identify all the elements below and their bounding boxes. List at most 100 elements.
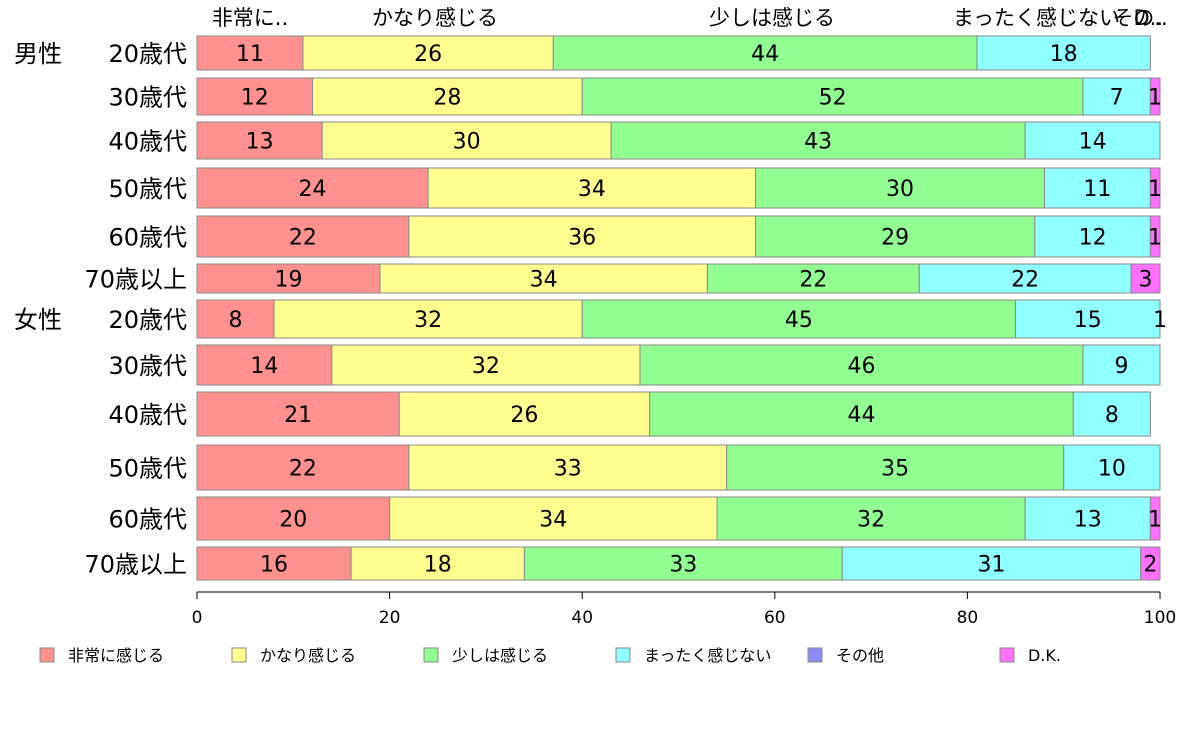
bar-segment (321, 121, 612, 160)
row-label: 70歳以上 (84, 266, 187, 294)
column-header-label: かなり感じる (372, 6, 498, 30)
bar-value-label: 15 (1074, 308, 1102, 333)
bar-segment (196, 167, 429, 209)
bar-value-label: 13 (246, 130, 274, 155)
bar-segment (706, 263, 920, 294)
legend-swatch (999, 647, 1015, 663)
bar-segment (302, 35, 554, 71)
row-label: 20歳代 (108, 306, 187, 334)
row-label: 50歳代 (108, 175, 187, 203)
column-header-label: D.. (1133, 6, 1163, 30)
bar-value-label: 8 (229, 308, 243, 333)
column-header-label: その.. (1112, 6, 1167, 30)
bar-segment (196, 299, 275, 339)
bar-value-label: 44 (847, 403, 875, 428)
group-label: 男性 (14, 40, 62, 68)
bar-segment (610, 121, 1026, 160)
bar-segment (755, 167, 1045, 209)
bar-value-label: 26 (414, 42, 442, 67)
bar-segment (1063, 444, 1161, 491)
bar-value-label: 22 (289, 226, 317, 251)
bar-segment (918, 263, 1132, 294)
group-label: 女性 (14, 306, 62, 334)
bar-value-label: 18 (424, 553, 452, 578)
bar-value-label: 16 (260, 553, 288, 578)
bar-value-label: 34 (539, 508, 567, 533)
bar-value-label: 36 (568, 226, 596, 251)
x-tick-label: 0 (192, 608, 203, 628)
bar-segment (1082, 77, 1151, 116)
row-label: 60歳代 (108, 224, 187, 252)
bar-segment (196, 344, 333, 386)
bar-segment (1149, 167, 1161, 209)
bar-value-label: 30 (886, 177, 914, 202)
bar-value-label: 33 (669, 553, 697, 578)
bar-segment (196, 391, 400, 437)
bar-value-label: 20 (279, 508, 307, 533)
x-tick-label: 60 (764, 608, 786, 628)
bar-value-label: 1 (1148, 177, 1162, 202)
row-label: 70歳以上 (84, 551, 187, 579)
x-tick-label: 40 (571, 608, 593, 628)
bar-value-label: 12 (241, 86, 269, 111)
bar-segment (389, 496, 718, 541)
bar-value-label: 1 (1148, 508, 1162, 533)
row-label: 40歳代 (108, 401, 187, 429)
column-header-label: まったく感じない (953, 6, 1120, 30)
bar-value-label: 31 (977, 553, 1005, 578)
legend-label: D.K. (1028, 646, 1061, 665)
legend-swatch (423, 647, 439, 663)
x-axis: 0 20 40 60 80 100 (192, 591, 1176, 628)
column-header-label: 非常に.. (212, 6, 288, 30)
bar-segment (1130, 263, 1161, 294)
bar-value-label: 22 (289, 457, 317, 482)
row-label: 20歳代 (108, 40, 187, 68)
bar-value-label: 22 (799, 268, 827, 293)
bar-segment (350, 546, 525, 581)
legend-label: かなり感じる (260, 646, 356, 665)
legend-swatch (39, 647, 55, 663)
row-label: 30歳代 (108, 352, 187, 380)
bar-value-label: 24 (299, 177, 327, 202)
bar-value-label: 14 (1079, 130, 1107, 155)
bar-segment (1149, 77, 1161, 116)
bar-value-label: 2 (1143, 553, 1157, 578)
bar-segment (1015, 299, 1161, 339)
bar-value-label: 29 (881, 226, 909, 251)
bar-value-label: 35 (881, 457, 909, 482)
bar-value-label: 9 (1114, 354, 1128, 379)
bar-value-label: 32 (414, 308, 442, 333)
bar-value-label: 44 (751, 42, 779, 67)
bar-segment (581, 77, 1084, 116)
bar-value-label: 43 (804, 130, 832, 155)
bar-segment (755, 215, 1036, 258)
bar-segment (639, 344, 1084, 386)
bar-value-label: 22 (1011, 268, 1039, 293)
bar-segment (581, 299, 1017, 339)
bar-segment (552, 35, 978, 71)
bar-segment (1024, 121, 1161, 160)
bar-value-label: 1 (1148, 226, 1162, 251)
x-tick-label: 20 (379, 608, 401, 628)
bar-segment (196, 263, 381, 294)
bar-segment (312, 77, 583, 116)
bar-value-label: 32 (472, 354, 500, 379)
bar-value-label: 34 (578, 177, 606, 202)
legend-swatch (615, 647, 631, 663)
row-label: 30歳代 (108, 84, 187, 112)
bar-segment (408, 444, 728, 491)
bar-segment (1149, 215, 1161, 258)
bar-value-label: 14 (250, 354, 278, 379)
bar-segment (1034, 215, 1151, 258)
bar-value-label: 34 (530, 268, 558, 293)
bar-segment (379, 263, 708, 294)
bar-segment (196, 77, 314, 116)
row-label: 40歳代 (108, 128, 187, 156)
bar-segment (427, 167, 757, 209)
bar-segment (1072, 391, 1151, 437)
bar-value-label: 26 (510, 403, 538, 428)
bar-segment (649, 391, 1074, 437)
row-label: 60歳代 (108, 506, 187, 534)
